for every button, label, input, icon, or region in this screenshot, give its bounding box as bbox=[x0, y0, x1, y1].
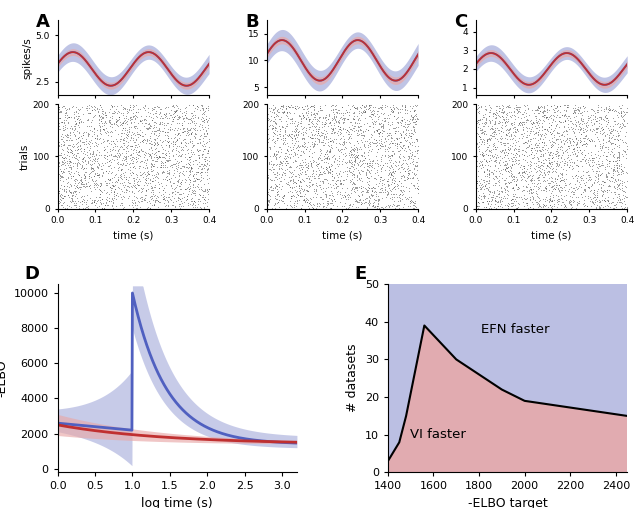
Text: B: B bbox=[246, 13, 259, 31]
Text: A: A bbox=[36, 13, 51, 31]
Text: E: E bbox=[355, 265, 367, 283]
Y-axis label: spikes/s: spikes/s bbox=[23, 37, 33, 79]
Y-axis label: trials: trials bbox=[20, 143, 30, 170]
X-axis label: time (s): time (s) bbox=[531, 231, 572, 241]
Y-axis label: -ELBO: -ELBO bbox=[0, 360, 8, 397]
X-axis label: time (s): time (s) bbox=[113, 231, 154, 241]
Text: C: C bbox=[454, 13, 468, 31]
Text: D: D bbox=[24, 265, 39, 283]
X-axis label: -ELBO target: -ELBO target bbox=[468, 497, 547, 508]
Polygon shape bbox=[388, 326, 627, 472]
X-axis label: time (s): time (s) bbox=[322, 231, 363, 241]
Y-axis label: # datasets: # datasets bbox=[346, 344, 359, 412]
X-axis label: log time (s): log time (s) bbox=[141, 497, 213, 508]
Text: VI faster: VI faster bbox=[410, 428, 466, 441]
Text: EFN faster: EFN faster bbox=[481, 323, 550, 336]
